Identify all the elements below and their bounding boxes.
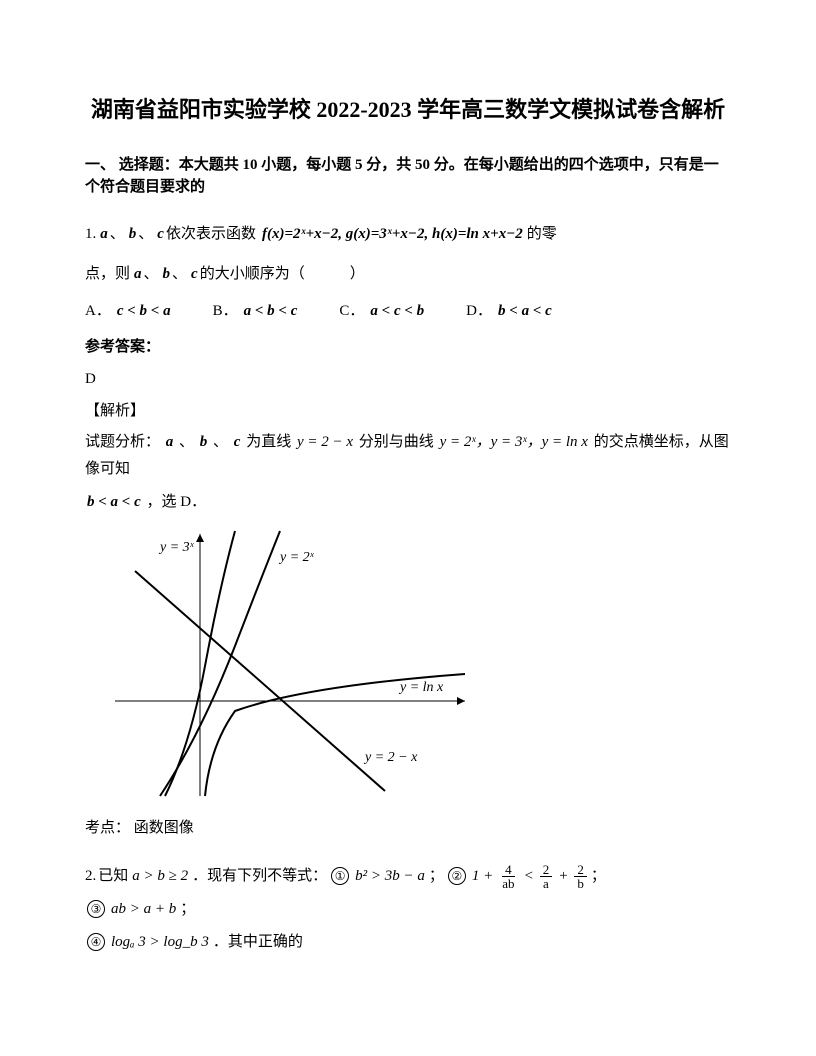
label-y2x: y = 2ˣ bbox=[278, 550, 315, 565]
q1-posttext: 的零 bbox=[527, 219, 557, 249]
separator: 、 bbox=[179, 434, 194, 450]
analysis-header: 【解析】 bbox=[85, 399, 731, 423]
sep: ； bbox=[429, 860, 444, 893]
q2-line3: ④ logₐ 3 > log_b 3 ．其中正确的 bbox=[85, 926, 731, 959]
option-a-label: A． bbox=[85, 299, 111, 323]
exam-point-text: 函数图像 bbox=[134, 820, 194, 836]
q2-number: 2. bbox=[85, 860, 96, 893]
option-b: B． a < b < c bbox=[213, 299, 300, 323]
lt: < bbox=[524, 860, 534, 893]
separator: 、 bbox=[172, 259, 187, 289]
separator: 、 bbox=[144, 259, 159, 289]
separator: 、 bbox=[110, 219, 125, 249]
circled-1: ① bbox=[331, 867, 349, 885]
var-c: c bbox=[191, 259, 198, 289]
circled-2: ② bbox=[448, 867, 466, 885]
q1-line1: 1. a 、 b 、 c 依次表示函数 f(x)=2ˣ+x−2, g(x)=3ˣ… bbox=[85, 219, 731, 249]
option-c-label: C． bbox=[339, 299, 364, 323]
var-b: b bbox=[163, 259, 171, 289]
separator: 、 bbox=[213, 434, 228, 450]
option-a-math: c < b < a bbox=[117, 299, 171, 323]
q2-cond: a > b ≥ 2 bbox=[132, 860, 188, 893]
analysis-line2: b < a < c ，选 D． bbox=[85, 489, 731, 516]
answer-header: 参考答案： bbox=[85, 335, 731, 359]
option-d: D． b < a < c bbox=[466, 299, 554, 323]
plus: + bbox=[558, 860, 568, 893]
option-b-math: a < b < c bbox=[244, 299, 298, 323]
analysis-conclusion: b < a < c bbox=[87, 494, 141, 510]
analysis-mid2: 分别与曲线 bbox=[359, 434, 434, 450]
answer-letter: D bbox=[85, 367, 731, 391]
q2-mid: ．现有下列不等式： bbox=[192, 860, 327, 893]
var-a: a bbox=[134, 259, 142, 289]
q1-pretext: 依次表示函数 bbox=[166, 219, 256, 249]
option-d-label: D． bbox=[466, 299, 492, 323]
q1-line2: 点，则 a 、 b 、 c 的大小顺序为（ ） bbox=[85, 259, 731, 289]
frac-4-ab: 4ab bbox=[499, 863, 517, 890]
sep: ； bbox=[591, 860, 606, 893]
option-c: C． a < c < b bbox=[339, 299, 426, 323]
analysis-line1: 试题分析： a 、 b 、 c 为直线 y = 2 − x 分别与曲线 y = … bbox=[85, 429, 731, 483]
frac-2-a: 2a bbox=[540, 863, 553, 890]
function-graph: y = 3ˣ y = 2ˣ y = ln x y = 2 − x bbox=[105, 526, 475, 806]
var-a: a bbox=[166, 434, 174, 450]
separator: 、 bbox=[138, 219, 153, 249]
analysis-line-eq: y = 2 − x bbox=[297, 434, 353, 450]
var-a: a bbox=[100, 219, 108, 249]
exam-point-label: 考点： bbox=[85, 820, 130, 836]
circled-4: ④ bbox=[87, 933, 105, 951]
sep: ； bbox=[180, 893, 195, 926]
q2-suffix: ．其中正确的 bbox=[213, 926, 303, 959]
frac-2-b: 2b bbox=[574, 863, 587, 890]
option-c-math: a < c < b bbox=[370, 299, 424, 323]
var-b: b bbox=[129, 219, 137, 249]
q2-pre: 已知 bbox=[98, 860, 128, 893]
analysis-suffix: ，选 D． bbox=[147, 494, 207, 510]
q1-number: 1. bbox=[85, 219, 96, 249]
q2-i4: logₐ 3 > log_b 3 bbox=[111, 926, 209, 959]
option-a: A． c < b < a bbox=[85, 299, 173, 323]
q2-i1: b² > 3b − a bbox=[355, 860, 425, 893]
q2-line2: ③ ab > a + b ； bbox=[85, 893, 731, 926]
option-b-label: B． bbox=[213, 299, 238, 323]
q2-line1: 2. 已知 a > b ≥ 2 ．现有下列不等式： ① b² > 3b − a … bbox=[85, 860, 731, 893]
q1-line2-pre: 点，则 bbox=[85, 259, 130, 289]
q1-options: A． c < b < a B． a < b < c C． a < c < b D… bbox=[85, 299, 731, 323]
q2-i3: ab > a + b bbox=[111, 893, 176, 926]
section-header: 一、 选择题：本大题共 10 小题，每小题 5 分，共 50 分。在每小题给出的… bbox=[85, 154, 731, 199]
graph-container: y = 3ˣ y = 2ˣ y = ln x y = 2 − x bbox=[105, 526, 731, 806]
exam-title: 湖南省益阳市实验学校 2022-2023 学年高三数学文模拟试卷含解析 bbox=[85, 95, 731, 126]
label-y3x: y = 3ˣ bbox=[158, 540, 195, 555]
analysis-curves: y = 2ˣ，y = 3ˣ，y = ln x bbox=[440, 434, 588, 450]
option-d-math: b < a < c bbox=[498, 299, 552, 323]
q1-functions: f(x)=2ˣ+x−2, g(x)=3ˣ+x−2, h(x)=ln x+x−2 bbox=[262, 219, 523, 249]
var-c: c bbox=[234, 434, 241, 450]
q2-i2-left: 1 + bbox=[472, 860, 493, 893]
var-b: b bbox=[200, 434, 208, 450]
exam-point: 考点： 函数图像 bbox=[85, 816, 731, 840]
label-yline: y = 2 − x bbox=[363, 750, 418, 765]
var-c: c bbox=[157, 219, 164, 249]
analysis-mid1: 为直线 bbox=[246, 434, 291, 450]
circled-3: ③ bbox=[87, 900, 105, 918]
q1-line2-post: 的大小顺序为（ ） bbox=[200, 259, 365, 289]
analysis-pre: 试题分析： bbox=[85, 434, 160, 450]
label-ylnx: y = ln x bbox=[398, 680, 444, 695]
